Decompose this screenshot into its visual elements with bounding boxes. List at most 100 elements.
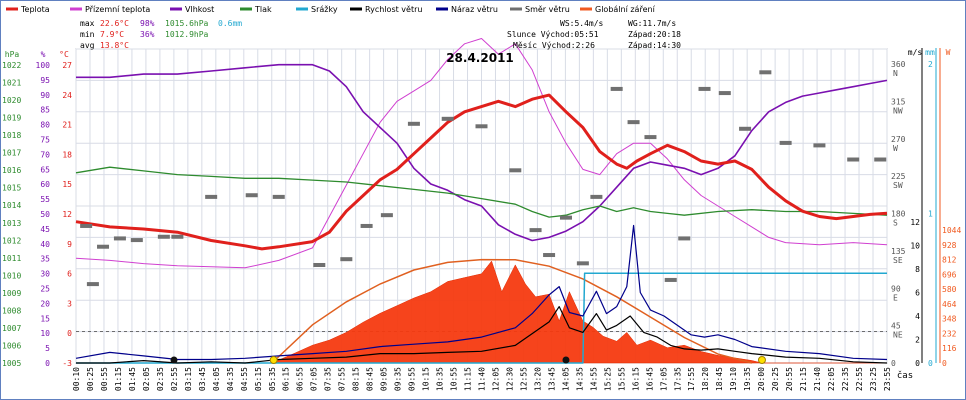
- wind-direction-marker: [205, 194, 218, 199]
- axis-x-tick: 19:10: [729, 367, 738, 391]
- axis-x-tick: 11:40: [478, 367, 487, 391]
- chart-title: 28.4.2011: [446, 51, 514, 65]
- axis-x-tick: 23:25: [869, 367, 878, 391]
- stats-max-temp: 22.6°C: [100, 19, 129, 28]
- axis-ms-tick: 2: [915, 336, 920, 345]
- axis-x-tick: 09:35: [394, 367, 403, 391]
- series-teplota: [75, 93, 888, 251]
- series-srazky: [76, 272, 887, 364]
- axis-hpa-tick: 1017: [2, 149, 21, 158]
- axis-hpa-unit: hPa: [5, 50, 20, 59]
- sun-set-marker: [757, 356, 766, 364]
- axis-w-tick: 580: [942, 285, 957, 294]
- legend-label: Teplota: [20, 5, 50, 14]
- axis-pct-tick: 15: [40, 314, 50, 323]
- info-mesic-zapad: Západ:14:30: [628, 41, 681, 50]
- axis-mm-unit: mm: [925, 48, 935, 57]
- axis-degc-tick: 24: [62, 91, 72, 100]
- axis-x-tick: 08:45: [366, 367, 375, 391]
- axis-x-tick: 16:45: [645, 367, 654, 391]
- axis-x-tick: 21:15: [799, 367, 808, 391]
- axis-x-tick: 04:55: [240, 367, 249, 391]
- axis-x-tick: 03:15: [184, 367, 193, 391]
- axis-w-tick: 0: [942, 359, 947, 368]
- wind-direction-marker: [86, 282, 99, 287]
- axis-degc-unit: °C: [59, 50, 69, 59]
- axis-degc-tick: 3: [67, 299, 72, 308]
- axis-x-tick: 13:45: [547, 367, 556, 391]
- wind-direction-marker: [360, 223, 373, 228]
- axis-x-tick: 07:05: [310, 367, 319, 391]
- axis-dir-tick: 315: [891, 97, 906, 106]
- wind-direction-marker: [813, 143, 826, 148]
- axis-hpa-tick: 1008: [2, 306, 21, 315]
- legend-label: Vlhkost: [185, 5, 214, 14]
- stats-max-hum: 98%: [140, 19, 155, 28]
- axis-dir-label: NW: [893, 106, 903, 115]
- axis-dir-label: E: [893, 293, 898, 302]
- axis-x-tick: 20:55: [785, 367, 794, 391]
- axis-ms-tick: 4: [915, 312, 920, 321]
- axis-x-tick: 22:55: [855, 367, 864, 391]
- axis-x-tick: 05:15: [254, 367, 263, 391]
- axis-x-tick: 02:55: [170, 367, 179, 391]
- wind-direction-marker: [543, 253, 556, 258]
- axis-x-tick: 21:40: [813, 367, 822, 391]
- wind-direction-marker: [130, 238, 143, 243]
- axis-pct-tick: 5: [45, 344, 50, 353]
- stats-max-label: max: [80, 19, 95, 28]
- axis-ms-tick: 6: [915, 289, 920, 298]
- axis-w-tick: 812: [942, 256, 957, 265]
- axis-pct-tick: 20: [40, 299, 50, 308]
- axis-degc-tick: 0: [67, 329, 72, 338]
- axis-x-tick: 18:20: [701, 367, 710, 391]
- axis-pct-tick: 10: [40, 329, 50, 338]
- info-slunce-zapad: Západ:20:18: [628, 30, 681, 39]
- axis-dir-tick: 45: [891, 322, 901, 331]
- axis-pct-tick: 30: [40, 270, 50, 279]
- axis-x-tick: 02:05: [142, 367, 151, 391]
- axis-pct-tick: 55: [40, 195, 50, 204]
- axis-ms-tick: 12: [910, 218, 920, 227]
- axis-x-tick: 17:55: [687, 367, 696, 391]
- wind-direction-marker: [340, 257, 353, 262]
- axis-x-tick: 02:35: [156, 367, 165, 391]
- wind-direction-marker: [779, 140, 792, 145]
- axis-w-tick: 348: [942, 315, 957, 324]
- axis-x-tick: 08:15: [352, 367, 361, 391]
- axis-x-tick: 16:15: [631, 367, 640, 391]
- stats-min-label: min: [80, 30, 95, 39]
- wind-direction-marker: [80, 223, 93, 228]
- wind-direction-marker: [590, 194, 603, 199]
- wind-direction-marker: [627, 120, 640, 125]
- axis-x-tick: 22:35: [841, 367, 850, 391]
- axis-pct-tick: 70: [40, 150, 50, 159]
- axis-hpa-tick: 1021: [2, 79, 21, 88]
- wind-direction-marker: [380, 213, 393, 218]
- axis-pct-tick: 65: [40, 165, 50, 174]
- stats-max-rain: 0.6mm: [218, 19, 242, 28]
- header: 28.4.2011: [446, 51, 514, 65]
- axis-degc-tick: -3: [62, 359, 72, 368]
- wind-direction-marker: [272, 194, 285, 199]
- stats-min-press: 1012.9hPa: [165, 30, 209, 39]
- wind-direction-marker: [407, 121, 420, 126]
- info-mesic: Měsíc Východ:2:26: [513, 41, 595, 50]
- axis-w-tick: 464: [942, 300, 957, 309]
- legend-label: Srážky: [311, 5, 338, 14]
- wind-direction-marker: [698, 86, 711, 91]
- axis-x-tick: 04:35: [226, 367, 235, 391]
- legend-label: Náraz větru: [451, 5, 498, 14]
- axis-degc-tick: 18: [62, 150, 72, 159]
- wind-direction-marker: [559, 215, 572, 220]
- axis-hpa-tick: 1018: [2, 131, 21, 140]
- axis-x-tick: 14:05: [561, 367, 570, 391]
- axis-x-tick: 07:55: [338, 367, 347, 391]
- axis-x-tick: 07:35: [324, 367, 333, 391]
- axis-hpa-tick: 1006: [2, 341, 21, 350]
- axis-pct-tick: 25: [40, 285, 50, 294]
- axis-x-tick: 23:55: [883, 367, 892, 391]
- axis-x-tick: 17:05: [659, 367, 668, 391]
